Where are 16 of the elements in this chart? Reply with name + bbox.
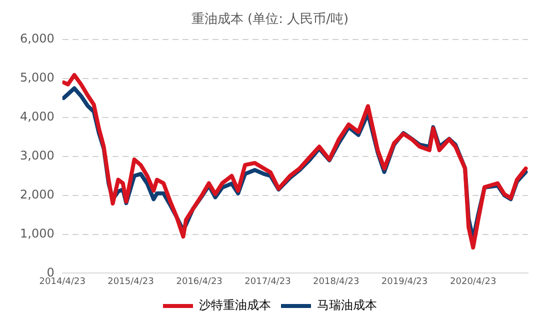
x-tick-label: 2014/4/23 bbox=[39, 276, 86, 287]
y-tick-label: 4,000 bbox=[20, 110, 54, 124]
x-tick-label: 2017/4/23 bbox=[244, 276, 291, 287]
y-tick-label: 5,000 bbox=[20, 70, 54, 85]
x-tick-label: 2020/4/23 bbox=[450, 276, 496, 287]
y-tick-label: 6,000 bbox=[20, 32, 54, 46]
legend-label: 沙特重油成本 bbox=[199, 298, 271, 312]
x-tick-label: 2015/4/23 bbox=[108, 276, 154, 287]
x-tick-label: 2016/4/23 bbox=[176, 276, 222, 287]
chart-title: 重油成本 (单位: 人民币/吨) bbox=[191, 12, 349, 28]
legend-label: 马瑞油成本 bbox=[317, 298, 377, 312]
y-tick-label: 3,000 bbox=[20, 148, 54, 163]
x-tick-label: 2019/4/23 bbox=[381, 276, 428, 287]
y-tick-label: 2,000 bbox=[20, 187, 54, 202]
x-tick-label: 2018/4/23 bbox=[313, 276, 360, 287]
y-tick-label: 1,000 bbox=[20, 226, 54, 240]
